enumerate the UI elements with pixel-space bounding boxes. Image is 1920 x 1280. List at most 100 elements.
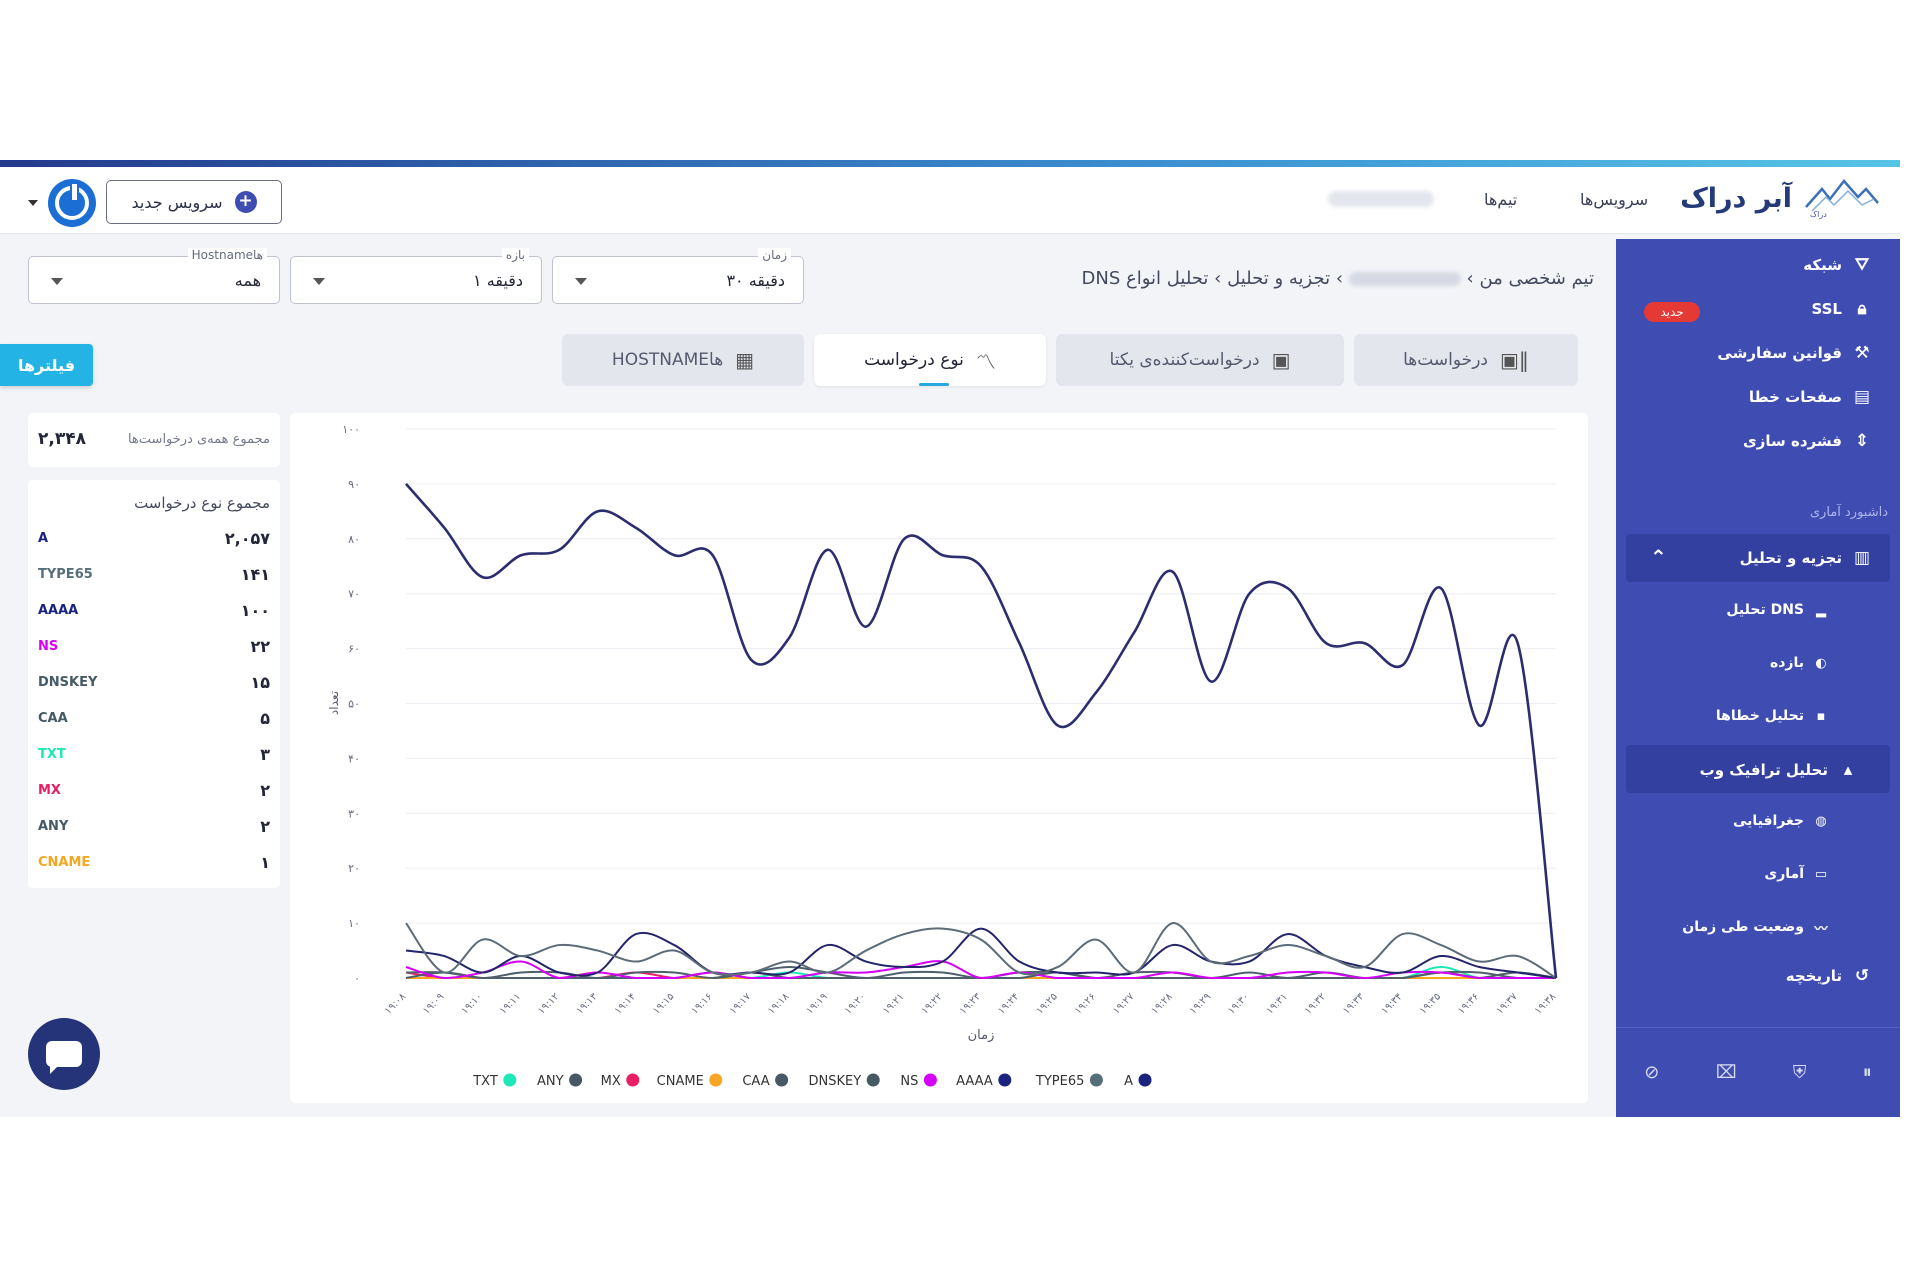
request-type-row: TXT ۳ <box>38 743 270 767</box>
range-select-value: ۱ دقیقه <box>473 271 523 290</box>
range-select[interactable]: بازه ۱ دقیقه <box>290 248 542 304</box>
chart-card: ۰ ۱۰ ۲۰ ۳۰ ۴۰ ۵۰ ۶۰ ۷۰ ۸۰ ۹۰ ۱۰۰ تعداد ۱۹:۰۸ ۱۹:۰۹ ۱۹:… <box>290 413 1588 1103</box>
request-type-row: AAAA ۱۰۰ <box>38 599 270 623</box>
request-type-row: MX ۲ <box>38 779 270 803</box>
request-type-count: ۲ <box>260 781 270 800</box>
new-service-button[interactable]: + سرویس جدید <box>106 180 282 224</box>
legend-label: NS <box>900 1074 918 1089</box>
building-icon: ▦ <box>735 348 755 372</box>
monitor-icon: ▭ <box>1814 866 1828 882</box>
legend-item-caa[interactable]: CAA <box>742 1073 789 1090</box>
legend-swatch <box>503 1073 517 1087</box>
legend-item-txt[interactable]: TXT <box>472 1073 517 1090</box>
request-type-name: TYPE65 <box>38 567 93 582</box>
sidebar-item-custom-rules[interactable]: ⚒ قوانین سفارشی <box>1717 343 1872 363</box>
request-type-row: DNSKEY ۱۵ <box>38 671 270 695</box>
sidebar-item-label: تجزیه و تحلیل <box>1739 549 1842 567</box>
x-tick-label: ۱۹:۳۴ <box>1379 991 1404 1016</box>
brand-name: آبر دراک <box>1680 182 1792 214</box>
history-icon: ↺ <box>1854 966 1870 986</box>
series-line-type65 <box>405 922 1557 979</box>
legend-swatch <box>923 1073 937 1087</box>
breadcrumb-separator: › <box>1466 268 1474 289</box>
legend-swatch <box>1138 1073 1152 1087</box>
tab-request-type[interactable]: 〽 نوع درخواست <box>814 334 1046 386</box>
sidebar-item-status-over-time[interactable]: 〰 وضعیت طی زمان <box>1682 919 1828 937</box>
breadcrumb-team[interactable]: تیم شخصی من <box>1479 268 1594 289</box>
legend-swatch <box>626 1073 640 1087</box>
sidebar-item-dns-analysis[interactable]: ▂ تحلیل DNS <box>1726 602 1828 618</box>
pause-icon[interactable]: ⏸ <box>1862 1062 1872 1083</box>
sidebar-item-network[interactable]: ⛛ شبکه <box>1803 255 1872 275</box>
nav-services[interactable]: سرویس‌ها <box>1580 190 1649 209</box>
request-type-name: A <box>38 531 49 546</box>
request-type-name: CAA <box>38 711 68 726</box>
sidebar-item-statistics[interactable]: ▭ آماری <box>1764 866 1828 882</box>
request-type-name: TXT <box>38 747 66 762</box>
breadcrumb: تیم شخصی من › › تجزیه و تحلیل › تحلیل ان… <box>1082 268 1594 289</box>
nav-teams[interactable]: تیم‌ها <box>1484 190 1518 209</box>
sidebar-item-history[interactable]: ↺ تاریخچه <box>1786 966 1872 986</box>
legend-item-dnskey[interactable]: DNSKEY <box>809 1073 880 1090</box>
brand[interactable]: دراک آبر دراک <box>1680 177 1880 219</box>
legend-item-ns[interactable]: NS <box>900 1073 937 1090</box>
filters-button[interactable]: فیلترها <box>0 344 93 386</box>
legend-swatch <box>1089 1073 1103 1087</box>
sidebar-item-web-traffic[interactable]: ▴ تحلیل ترافیک وب <box>1700 760 1858 780</box>
tab-unique-requesters[interactable]: ▣ درخواست‌کننده‌ی یکتا <box>1056 334 1344 386</box>
legend-item-a[interactable]: A <box>1124 1073 1152 1090</box>
sidebar-item-compression[interactable]: ⇕ فشرده سازی <box>1743 431 1872 451</box>
legend-item-mx[interactable]: MX <box>601 1073 640 1090</box>
time-select[interactable]: زمان ۳۰ دقیقه <box>552 248 804 304</box>
legend-item-any[interactable]: ANY <box>537 1073 583 1090</box>
breadcrumb-analysis[interactable]: تجزیه و تحلیل <box>1227 268 1331 289</box>
sidebar-item-analysis[interactable]: ▥ تجزیه و تحلیل <box>1740 548 1872 568</box>
sidebar-item-error-analysis[interactable]: ▪ تحلیل خطاها <box>1716 708 1828 724</box>
legend-item-aaaa[interactable]: AAAA <box>956 1073 1012 1090</box>
plus-icon: + <box>234 191 257 213</box>
sidebar-item-geography[interactable]: ◍ جغرافیایی <box>1733 813 1828 829</box>
app-window: دراک آبر دراک سرویس‌ها تیم‌ها + سرویس جد… <box>0 160 1900 1117</box>
new-badge: جدید <box>1644 302 1700 322</box>
breadcrumb-current: تحلیل انواع DNS <box>1081 268 1209 289</box>
request-type-count: ۲۲ <box>250 637 270 656</box>
sidebar-item-label: تاریخچه <box>1785 967 1842 985</box>
hostname-select[interactable]: Hostnameها همه <box>28 248 280 304</box>
x-tick-label: ۱۹:۱۷ <box>728 991 754 1017</box>
legend-label: MX <box>601 1074 621 1089</box>
request-types-card: مجموع نوع درخواست A ۲,۰۵۷ TYPE65 ۱۴۱ AAAA ۱۰۰… <box>28 480 280 888</box>
sidebar-item-error-pages[interactable]: ▤ صفحات خطا <box>1749 387 1872 407</box>
sidebar-item-label: قوانین سفارشی <box>1717 344 1842 362</box>
chat-icon[interactable] <box>28 1018 100 1090</box>
triangle-up-icon: ▴ <box>1843 760 1853 780</box>
sidebar-item-label: بازده <box>1769 655 1804 671</box>
legend-label: A <box>1124 1074 1133 1089</box>
sidebar-active-analysis[interactable] <box>1626 534 1890 582</box>
x-tick-label: ۱۹:۰۹ <box>421 991 446 1016</box>
expand-icon[interactable]: ⌧ <box>1715 1062 1737 1083</box>
tab-hostnames[interactable]: ▦ HOSTNAMEها <box>562 334 804 386</box>
sidebar-item-label: وضعیت طی زمان <box>1682 919 1804 935</box>
sidebar-active-traffic[interactable] <box>1626 745 1890 793</box>
hide-icon[interactable]: ⊘ <box>1644 1062 1660 1083</box>
legend-item-type65[interactable]: TYPE65 <box>1035 1073 1103 1090</box>
chevron-up-icon[interactable]: ⌃ <box>1650 545 1667 569</box>
sidebar-section-title: داشبورد آماری <box>1809 505 1888 520</box>
sidebar-item-ssl[interactable]: 🔒︎ SSL <box>1812 299 1873 319</box>
trend-icon: 〰 <box>1814 921 1828 937</box>
request-types-title: مجموع نوع درخواست <box>134 494 270 512</box>
sidebar-item-performance[interactable]: ◐ بازده <box>1770 655 1828 671</box>
sidebar-footer: ⏸ ⛨ ⌧ ⊘ <box>1616 1027 1900 1117</box>
account-dropdown-icon[interactable] <box>28 200 38 206</box>
x-tick-label: ۱۹:۱۳ <box>574 991 600 1017</box>
sidebar: ⛛ شبکه 🔒︎ SSL جدید ⚒ قوانین سفارشی ▤ صفح… <box>1616 239 1900 1117</box>
tab-requests[interactable]: ▣‖ درخواست‌ها <box>1354 334 1578 386</box>
chevron-down-icon <box>575 278 587 285</box>
shield-icon[interactable]: ⛨ <box>1792 1062 1807 1083</box>
legend-label: DNSKEY <box>809 1074 862 1089</box>
power-icon[interactable] <box>48 179 96 227</box>
legend-label: AAAA <box>956 1074 993 1089</box>
sidebar-item-label: آماری <box>1764 866 1804 882</box>
breadcrumb-domain[interactable] <box>1348 272 1461 286</box>
legend-item-cname[interactable]: CNAME <box>657 1073 723 1090</box>
